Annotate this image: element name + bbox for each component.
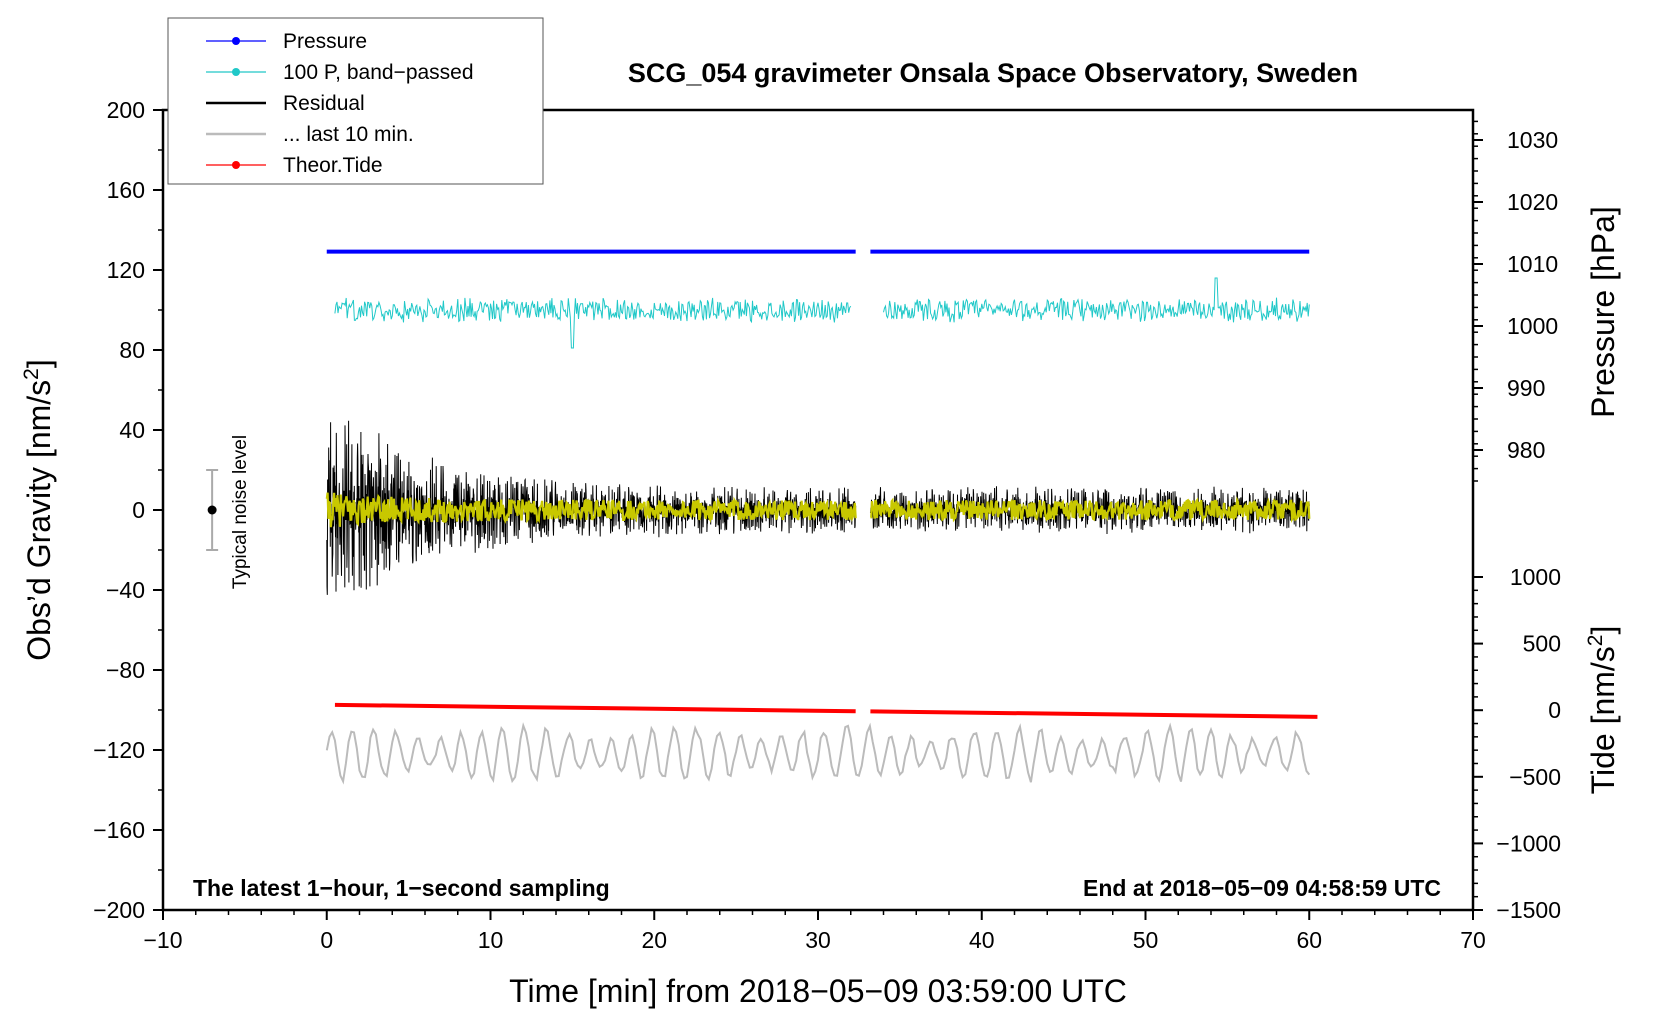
y-axis-title-tide: Tide [nm/s2] bbox=[1584, 626, 1621, 795]
legend-box bbox=[167, 17, 544, 185]
y-pressure-tick-label: 1020 bbox=[1507, 189, 1558, 215]
y-left-tick-label: −200 bbox=[93, 897, 145, 923]
y-axis-title-pressure: Pressure [hPa] bbox=[1585, 206, 1621, 418]
annotation-end-time: End at 2018−05−09 04:58:59 UTC bbox=[1083, 875, 1441, 901]
noise-level-label: Typical noise level bbox=[230, 435, 251, 589]
y-left-tick-label: −80 bbox=[106, 657, 145, 683]
theoretical-tide-series-line bbox=[334, 702, 856, 714]
y-left-tick-label: 200 bbox=[107, 97, 145, 123]
x-tick-label: −10 bbox=[143, 927, 182, 953]
y-tide-tick-label: −1500 bbox=[1496, 897, 1561, 923]
y-tide-tick-label: 0 bbox=[1548, 697, 1561, 723]
bandpassed-pressure-series-line bbox=[883, 277, 1310, 323]
annotation-sampling: The latest 1−hour, 1−second sampling bbox=[193, 875, 610, 901]
y-axis-title-gravity: Obs’d Gravity [nm/s2] bbox=[20, 359, 57, 661]
x-axis-title: Time [min] from 2018−05−09 03:59:00 UTC bbox=[509, 973, 1127, 1009]
y-tide-tick-label: 1000 bbox=[1510, 564, 1561, 590]
y-pressure-tick-label: 1030 bbox=[1507, 127, 1558, 153]
y-left-tick-label: 40 bbox=[119, 417, 145, 443]
legend: Pressure 100 P, band−passed Residual ... la… bbox=[167, 17, 544, 185]
noise-level-indicator bbox=[206, 469, 219, 551]
plot-content bbox=[325, 249, 1318, 785]
y-left-tick-label: 160 bbox=[107, 177, 145, 203]
legend-label-3: ... last 10 min. bbox=[283, 123, 414, 146]
x-tick-label: 20 bbox=[641, 927, 667, 953]
legend-label-1: 100 P, band−passed bbox=[283, 61, 474, 84]
legend-marker-1 bbox=[232, 68, 240, 76]
y-tide-tick-label: −500 bbox=[1509, 764, 1561, 790]
x-tick-label: 60 bbox=[1296, 927, 1322, 953]
bandpassed-pressure-series-line bbox=[334, 297, 852, 349]
y-pressure-tick-label: 980 bbox=[1507, 437, 1545, 463]
y-left-tick-label: −40 bbox=[106, 577, 145, 603]
y-pressure-tick-label: 990 bbox=[1507, 375, 1545, 401]
y-tide-tick-label: −1000 bbox=[1496, 830, 1561, 856]
y-tide-tick-label: 500 bbox=[1523, 631, 1561, 657]
y-left-tick-label: 80 bbox=[119, 337, 145, 363]
x-tick-label: 40 bbox=[969, 927, 995, 953]
y-left-tick-label: −160 bbox=[93, 817, 145, 843]
legend-marker-0 bbox=[232, 37, 240, 45]
residual-smoothed-series-line bbox=[870, 496, 1311, 524]
y-left-tick-label: 0 bbox=[132, 497, 145, 523]
x-tick-label: 30 bbox=[805, 927, 831, 953]
legend-label-0: Pressure bbox=[283, 30, 367, 53]
y-pressure-tick-label: 1010 bbox=[1507, 251, 1558, 277]
residual-smoothed-series-line bbox=[325, 492, 857, 528]
x-tick-label: 0 bbox=[320, 927, 333, 953]
axis-ticks bbox=[153, 109, 1483, 920]
y-left-tick-label: −120 bbox=[93, 737, 145, 763]
last-10-min-series-line bbox=[325, 722, 1311, 785]
legend-label-2: Residual bbox=[283, 92, 365, 115]
legend-marker-4 bbox=[232, 161, 240, 169]
chart-title: SCG_054 gravimeter Onsala Space Observat… bbox=[628, 58, 1358, 88]
legend-label-4: Theor.Tide bbox=[283, 154, 383, 177]
x-tick-label: 10 bbox=[478, 927, 504, 953]
y-pressure-tick-label: 1000 bbox=[1507, 313, 1558, 339]
theoretical-tide-series-line bbox=[870, 709, 1318, 719]
x-tick-label: 70 bbox=[1460, 927, 1486, 953]
y-left-tick-label: 120 bbox=[107, 257, 145, 283]
x-tick-label: 50 bbox=[1133, 927, 1159, 953]
noise-bar-dot bbox=[207, 505, 217, 515]
axis-tick-labels: −10 0 10 20 30 40 50 60 7020016012080400−40−80−1… bbox=[93, 97, 1561, 953]
